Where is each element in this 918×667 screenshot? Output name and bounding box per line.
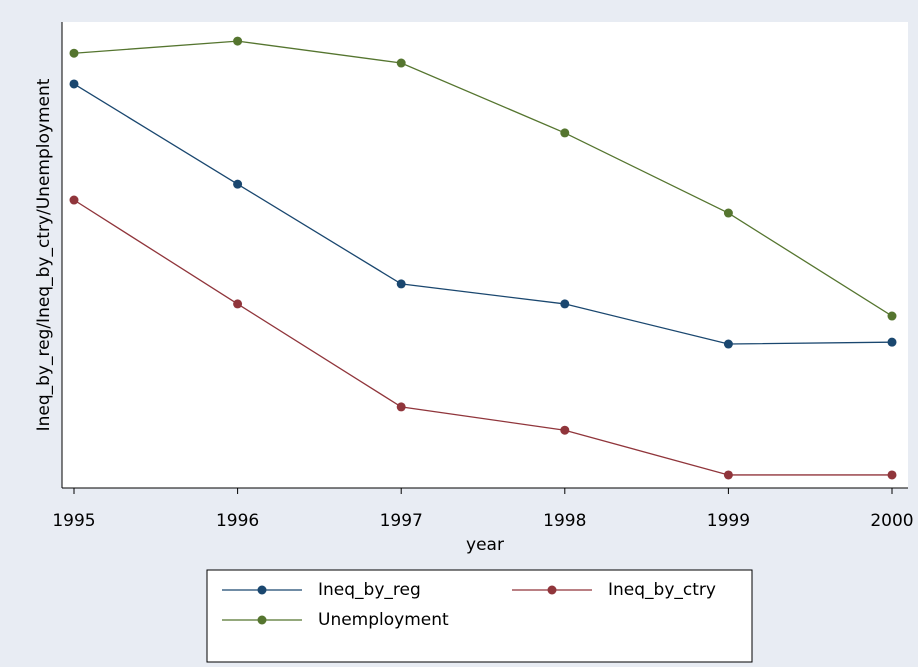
data-point bbox=[396, 58, 406, 68]
legend-marker bbox=[257, 615, 267, 625]
x-tick-label: 1996 bbox=[216, 511, 259, 531]
data-point bbox=[723, 470, 733, 480]
legend-label: Ineq_by_reg bbox=[318, 580, 421, 600]
legend bbox=[206, 569, 753, 663]
x-tick-label: 2000 bbox=[870, 511, 913, 531]
data-point bbox=[233, 299, 243, 309]
data-point bbox=[69, 48, 79, 58]
data-point bbox=[69, 79, 79, 89]
legend-marker bbox=[257, 585, 267, 595]
legend-marker bbox=[547, 585, 557, 595]
series-line bbox=[73, 83, 893, 345]
plot-area bbox=[62, 22, 908, 488]
data-point bbox=[396, 402, 406, 412]
data-point bbox=[560, 425, 570, 435]
series-line bbox=[73, 40, 893, 317]
data-point bbox=[723, 208, 733, 218]
data-point bbox=[887, 337, 897, 347]
data-point bbox=[560, 128, 570, 138]
y-axis-label: Ineq_by_reg/Ineq_by_ctry/Unemployment bbox=[34, 78, 54, 431]
legend-label: Unemployment bbox=[318, 610, 449, 630]
data-point bbox=[887, 470, 897, 480]
x-tick-label: 1997 bbox=[380, 511, 423, 531]
data-point bbox=[560, 299, 570, 309]
x-axis-label: year bbox=[466, 535, 504, 555]
data-point bbox=[887, 311, 897, 321]
data-point bbox=[396, 279, 406, 289]
data-point bbox=[723, 339, 733, 349]
x-tick-label: 1999 bbox=[707, 511, 750, 531]
data-point bbox=[233, 179, 243, 189]
data-point bbox=[69, 195, 79, 205]
data-point bbox=[233, 36, 243, 46]
x-tick-label: 1998 bbox=[543, 511, 586, 531]
x-tick-label: 1995 bbox=[52, 511, 95, 531]
series-line bbox=[73, 199, 892, 476]
legend-label: Ineq_by_ctry bbox=[608, 580, 716, 600]
